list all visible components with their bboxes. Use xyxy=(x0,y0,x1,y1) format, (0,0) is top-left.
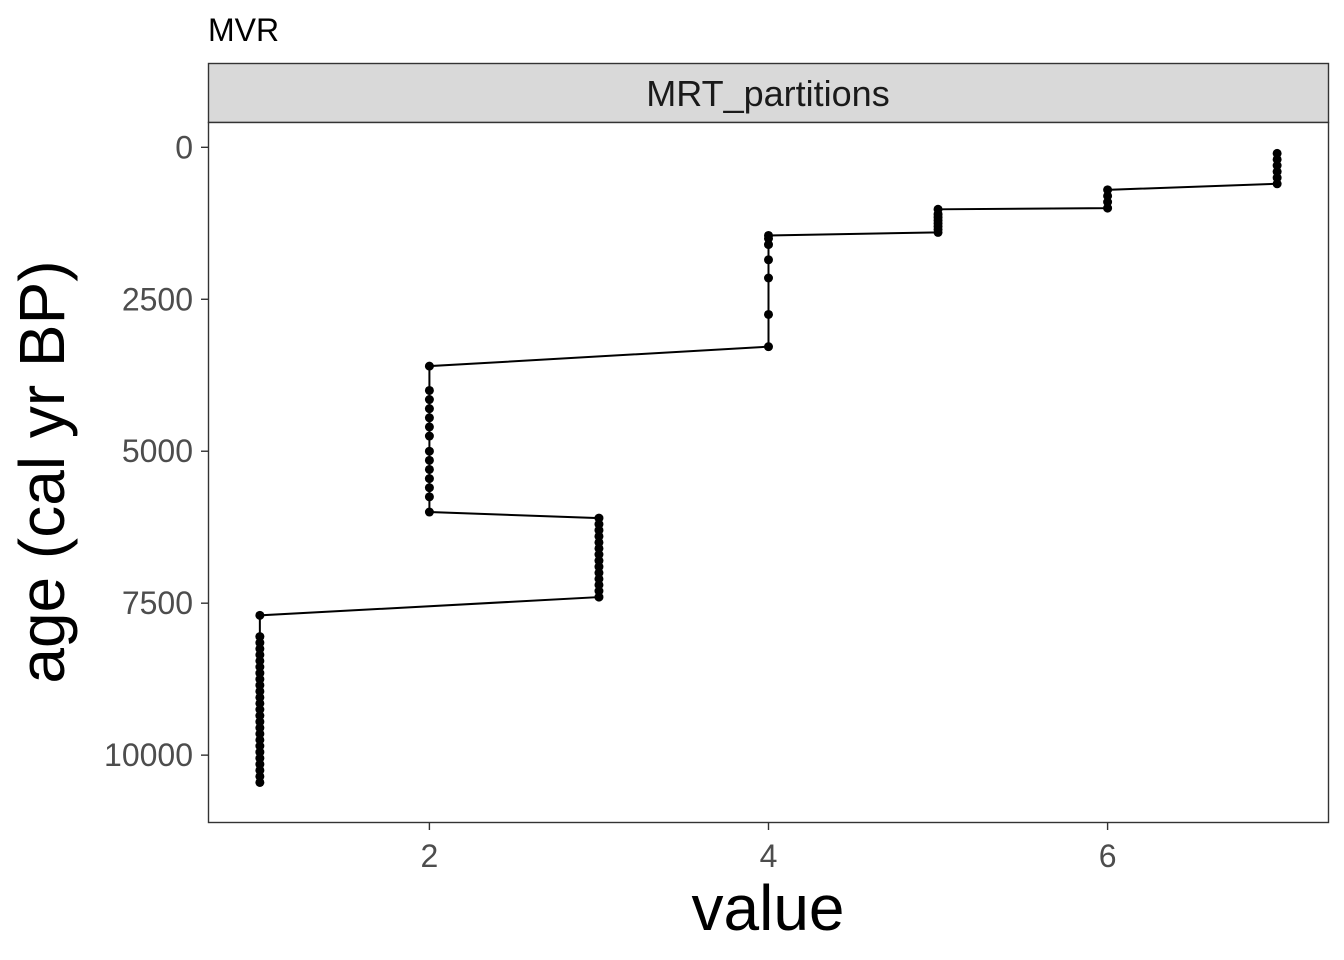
data-point xyxy=(424,413,434,423)
data-point xyxy=(764,309,773,319)
facet-strip-label: MRT_partitions xyxy=(646,73,889,114)
y-tick-label: 5000 xyxy=(122,433,193,469)
data-point xyxy=(594,592,604,602)
data-point xyxy=(255,610,265,620)
y-tick-label: 10000 xyxy=(104,737,193,773)
data-point xyxy=(764,240,773,250)
x-axis: 2 4 6 xyxy=(421,822,1117,874)
data-point xyxy=(424,422,434,432)
plot-panel xyxy=(207,121,1330,824)
plot-title: MVR xyxy=(208,12,279,48)
data-point xyxy=(424,404,434,414)
data-point xyxy=(424,455,434,465)
data-point xyxy=(1103,203,1113,213)
data-point xyxy=(424,446,434,456)
data-point xyxy=(1272,179,1282,189)
data-point xyxy=(424,483,434,493)
data-point xyxy=(424,395,434,405)
data-point xyxy=(424,464,434,474)
y-tick-label: 0 xyxy=(175,129,193,165)
y-tick-label: 2500 xyxy=(122,281,193,317)
x-tick-label: 6 xyxy=(1099,838,1117,874)
data-point xyxy=(424,492,434,502)
data-point xyxy=(933,227,943,237)
data-point xyxy=(424,385,434,395)
x-tick-label: 4 xyxy=(760,838,778,874)
data-point xyxy=(424,507,434,517)
data-point xyxy=(764,255,773,265)
x-axis-title: value xyxy=(692,872,845,944)
y-axis: 0 2500 5000 7500 10000 xyxy=(104,129,209,773)
data-point xyxy=(424,361,434,371)
x-tick-label: 2 xyxy=(421,838,439,874)
facet-strip xyxy=(207,62,1330,124)
data-point xyxy=(764,342,773,352)
y-axis-title: age (cal yr BP) xyxy=(6,260,78,683)
data-point xyxy=(424,474,434,484)
data-point xyxy=(764,273,773,283)
y-tick-label: 7500 xyxy=(122,585,193,621)
series-layer xyxy=(255,148,1282,787)
data-point xyxy=(424,431,434,441)
data-point xyxy=(255,777,265,787)
